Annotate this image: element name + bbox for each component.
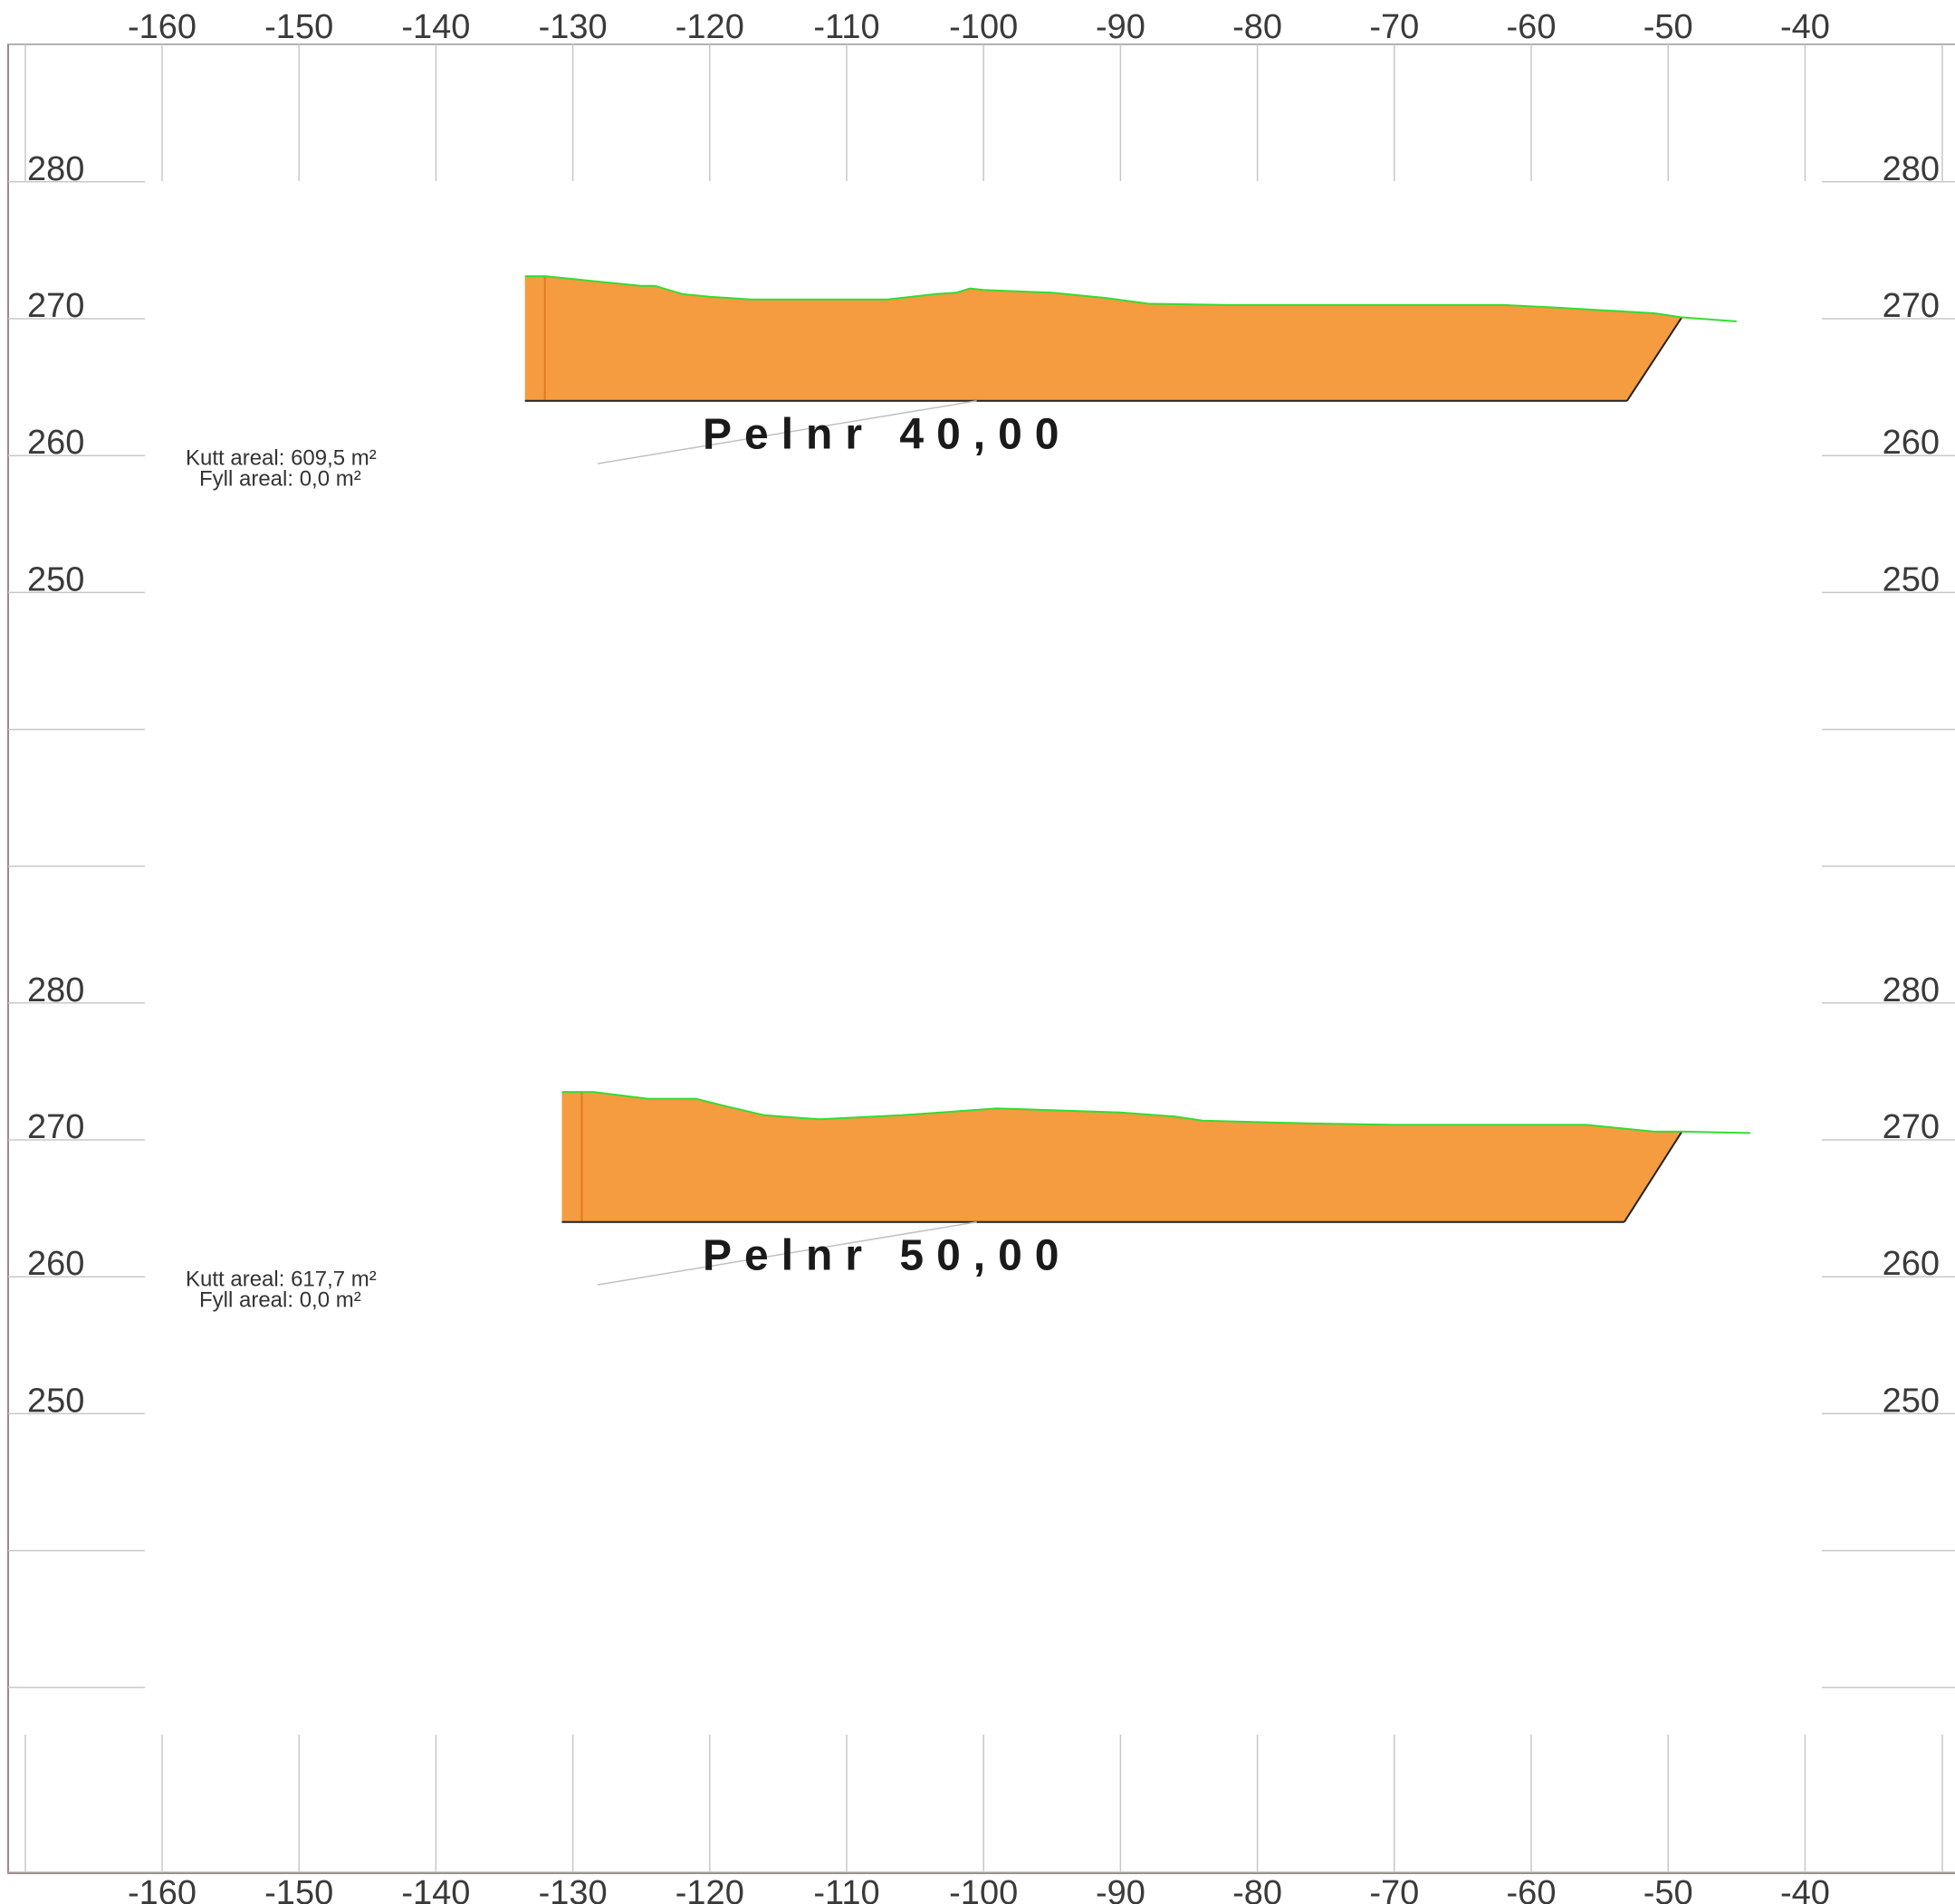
section-title: Pelnr 50,00	[703, 1232, 1072, 1280]
slope-line	[1623, 1131, 1683, 1223]
label-layer: -160 -160 -150 -150 -140 -140 -130 -130 -120 -120…	[27, 8, 1940, 1904]
x-tick-label-top: -70	[1369, 8, 1419, 46]
slope-line	[1626, 316, 1683, 402]
fill-area-label: Fyll areal: 0,0 m²	[199, 1288, 361, 1313]
x-tick-label-bottom: -40	[1780, 1874, 1830, 1904]
x-tick-label-bottom: -120	[676, 1874, 744, 1904]
y-tick-label-right: 280	[1883, 150, 1940, 188]
y-tick-label-left: 270	[27, 287, 84, 325]
leader-line	[597, 399, 977, 464]
y-tick-label-left: 250	[27, 1382, 84, 1420]
x-tick-label-top: -130	[539, 8, 608, 46]
x-tick-label-bottom: -150	[264, 1874, 333, 1904]
x-tick-label-top: -150	[264, 8, 333, 46]
y-tick-label-left: 260	[27, 424, 84, 462]
x-tick-label-top: -140	[401, 8, 470, 46]
x-tick-label-bottom: -110	[813, 1874, 879, 1904]
y-tick-label-right: 270	[1883, 287, 1940, 325]
x-tick-label-top: -100	[949, 8, 1018, 46]
x-tick-label-top: -110	[813, 8, 879, 46]
y-tick-label-right: 250	[1883, 560, 1940, 598]
y-tick-label-right: 280	[1883, 971, 1940, 1009]
x-tick-label-bottom: -60	[1507, 1874, 1557, 1904]
cut-area-label: Kutt areal: 617,7 m²	[186, 1268, 377, 1292]
x-tick-label-top: -120	[676, 8, 744, 46]
y-tick-label-left: 250	[27, 560, 84, 598]
x-tick-label-top: -40	[1780, 8, 1830, 46]
y-tick-label-right: 260	[1883, 1245, 1940, 1283]
x-tick-label-top: -90	[1096, 8, 1145, 46]
y-tick-label-left: 260	[27, 1245, 84, 1283]
cut-area-label: Kutt areal: 609,5 m²	[186, 446, 377, 471]
y-tick-label-left: 280	[27, 971, 84, 1009]
y-tick-label-left: 270	[27, 1108, 84, 1146]
x-tick-label-bottom: -80	[1232, 1874, 1282, 1904]
x-tick-label-bottom: -50	[1644, 1874, 1693, 1904]
cut-area	[524, 276, 1682, 401]
y-tick-label-right: 260	[1883, 424, 1940, 462]
y-tick-label-right: 270	[1883, 1108, 1940, 1146]
x-tick-label-bottom: -100	[949, 1874, 1018, 1904]
x-tick-label-top: -80	[1232, 8, 1282, 46]
x-tick-label-top: -50	[1644, 8, 1693, 46]
y-tick-label-right: 250	[1883, 1382, 1940, 1420]
fill-area-label: Fyll areal: 0,0 m²	[199, 467, 361, 492]
x-tick-label-top: -160	[128, 8, 196, 46]
x-tick-label-top: -60	[1507, 8, 1557, 46]
terrain-line	[561, 1091, 1750, 1134]
x-tick-label-bottom: -90	[1096, 1874, 1145, 1904]
leader-line	[597, 1220, 977, 1286]
x-tick-label-bottom: -140	[401, 1874, 470, 1904]
terrain-line	[524, 275, 1737, 322]
cut-area	[561, 1092, 1682, 1222]
section-title: Pelnr 40,00	[703, 411, 1072, 459]
grid-layer	[7, 43, 1955, 1874]
section-layer	[524, 275, 1750, 1286]
y-tick-label-left: 280	[27, 150, 84, 188]
x-tick-label-bottom: -70	[1369, 1874, 1419, 1904]
x-tick-label-bottom: -130	[539, 1874, 608, 1904]
x-tick-label-bottom: -160	[128, 1874, 196, 1904]
